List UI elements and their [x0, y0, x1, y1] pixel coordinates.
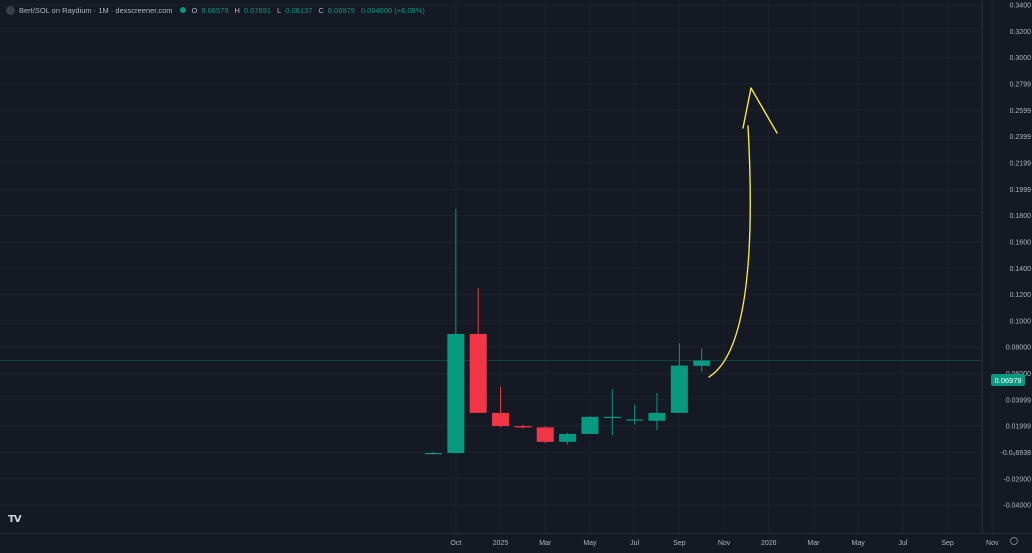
time-tick-label: May — [852, 540, 866, 547]
candle-down — [492, 412, 510, 427]
ohlc-close-value: 0.06979 — [327, 5, 355, 15]
candle-down — [536, 427, 554, 442]
price-tick-label: 0.3400 — [1010, 3, 1032, 10]
candle-up — [626, 419, 644, 421]
time-tick-label: Mar — [539, 540, 552, 547]
time-tick-label: Oct — [450, 540, 461, 547]
ohlc-close-label: C — [318, 5, 324, 15]
clock-icon[interactable] — [1010, 537, 1018, 545]
candle-down — [514, 426, 532, 428]
price-tick-label: 0.1000 — [1010, 318, 1032, 325]
price-tick-label: -0.02000 — [1003, 476, 1031, 483]
ohlc-open-label: O — [191, 5, 198, 15]
time-tick-label: Jul — [630, 540, 639, 547]
time-tick-label: 2025 — [493, 540, 509, 547]
time-tick-label: 2026 — [761, 540, 777, 547]
time-tick-label: Sep — [941, 540, 954, 547]
time-tick-label: Jul — [898, 540, 907, 547]
status-dot-icon — [179, 7, 186, 13]
candle-up — [648, 412, 666, 421]
time-tick-label: Mar — [807, 540, 820, 547]
price-tick-label: 0.1200 — [1010, 292, 1032, 299]
price-tick-label: -0.0₅6938 — [1001, 450, 1032, 457]
grid — [0, 0, 992, 533]
time-tick-label: Nov — [718, 540, 731, 547]
price-tick-label: 0.2399 — [1010, 134, 1032, 141]
symbol-title[interactable]: Bert/SOL on Raydium · 1M · dexscreener.c… — [19, 5, 173, 15]
ohlc-low-value: 0.06137 — [285, 5, 313, 15]
current-price-tag-label: 0.06979 — [994, 376, 1021, 385]
candle-up — [559, 433, 577, 442]
candle-up — [581, 416, 599, 434]
price-tick-label: 0.03999 — [1006, 397, 1031, 404]
price-tick-label: -0.04000 — [1003, 503, 1031, 510]
candles — [425, 208, 711, 455]
token-logo-icon — [6, 5, 15, 15]
time-axis: Oct 2025 Mar May Jul Sep Nov 2026 Mar May Jul Sep No… — [450, 540, 999, 547]
tradingview-logo-icon[interactable]: TV — [8, 514, 22, 525]
time-tick-label: Nov — [986, 540, 999, 547]
price-tick-label: 0.1600 — [1010, 239, 1032, 246]
candle-up — [425, 453, 442, 455]
time-tick-label: Sep — [673, 540, 686, 547]
price-tick-label: 0.3000 — [1010, 55, 1032, 62]
ohlc-high-value: 0.07891 — [243, 5, 272, 15]
price-tick-label: 0.2799 — [1010, 82, 1032, 89]
candle-up — [670, 365, 688, 413]
price-tick-label: 0.3200 — [1010, 29, 1032, 36]
current-price-tag: 0.06979 — [991, 374, 1025, 386]
ohlc-high-label: H — [234, 5, 240, 15]
candle-up — [447, 333, 465, 454]
price-tick-label: 0.08000 — [1006, 345, 1031, 352]
price-tick-label: 0.1800 — [1010, 213, 1032, 220]
price-tick-label: 0.1999 — [1010, 187, 1032, 194]
ohlc-low-label: L — [277, 5, 282, 15]
price-tick-label: 0.1400 — [1010, 266, 1032, 273]
candle-down — [469, 333, 487, 413]
ohlc-change-value: 0.004000 (+6.08%) — [360, 5, 425, 15]
price-tick-label: 0.2599 — [1010, 108, 1032, 115]
ohlc-open-value: 0.06579 — [201, 5, 229, 15]
annotation-arrow — [708, 87, 778, 378]
time-tick-label: May — [583, 540, 597, 547]
price-tick-label: 0.01999 — [1006, 424, 1031, 431]
candle-up — [693, 360, 711, 366]
current-price-tag-bg — [991, 374, 1025, 386]
candle-up — [603, 416, 621, 419]
chart-legend: Bert/SOL on Raydium · 1M · dexscreener.c… — [6, 4, 427, 16]
price-tick-label: 0.2199 — [1010, 160, 1032, 167]
